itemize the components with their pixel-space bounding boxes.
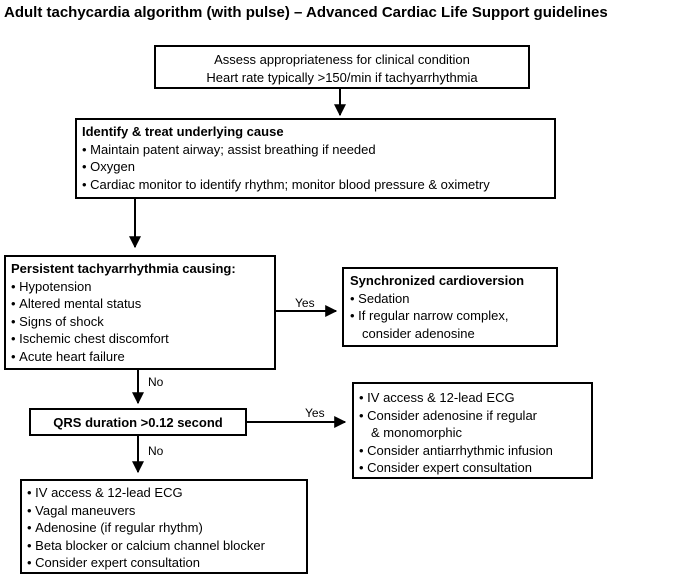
narrow-item: IV access & 12-lead ECG — [27, 484, 306, 502]
cardioversion-item-continuation: consider adenosine — [362, 325, 475, 341]
identify-item: Maintain patent airway; assist breathing… — [82, 141, 554, 159]
narrow-item: Consider expert consultation — [27, 554, 306, 572]
identify-heading: Identify & treat underlying cause — [82, 124, 284, 139]
no-label-persistent: No — [148, 375, 164, 389]
assess-line-2: Heart rate typically >150/min if tachyar… — [206, 69, 478, 85]
diagram-title: Adult tachycardia algorithm (with pulse)… — [4, 4, 608, 21]
narrow-complex-box: IV access & 12-lead ECG Vagal maneuvers … — [20, 479, 308, 574]
identify-box: Identify & treat underlying cause Mainta… — [75, 118, 556, 199]
assess-line-1: Assess appropriateness for clinical cond… — [214, 52, 470, 67]
yes-label-cardioversion: Yes — [295, 296, 315, 310]
persistent-item: Altered mental status — [11, 295, 274, 313]
cardioversion-item-text: If regular narrow complex, — [358, 308, 509, 323]
identify-item: Oxygen — [82, 158, 554, 176]
narrow-item: Beta blocker or calcium channel blocker — [27, 537, 306, 555]
persistent-item: Acute heart failure — [11, 348, 274, 366]
persistent-item: Ischemic chest discomfort — [11, 330, 274, 348]
cardioversion-box: Synchronized cardioversion Sedation If r… — [342, 267, 558, 347]
persistent-box: Persistent tachyarrhythmia causing: Hypo… — [4, 255, 276, 370]
wide-item: Consider expert consultation — [359, 459, 591, 477]
cardioversion-heading: Synchronized cardioversion — [350, 273, 525, 288]
identify-item: Cardiac monitor to identify rhythm; moni… — [82, 176, 554, 194]
wide-item: Consider antiarrhythmic infusion — [359, 442, 591, 460]
persistent-item: Signs of shock — [11, 313, 274, 331]
cardioversion-item: If regular narrow complex, — [350, 307, 556, 325]
yes-label-wide: Yes — [305, 406, 325, 420]
wide-item: Consider adenosine if regular — [359, 407, 591, 425]
assess-box: Assess appropriateness for clinical cond… — [154, 45, 530, 89]
persistent-heading: Persistent tachyarrhythmia causing: — [11, 261, 236, 276]
wide-complex-box: IV access & 12-lead ECG Consider adenosi… — [352, 382, 593, 479]
persistent-item: Hypotension — [11, 278, 274, 296]
no-label-qrs: No — [148, 444, 164, 458]
narrow-item: Vagal maneuvers — [27, 502, 306, 520]
qrs-label: QRS duration >0.12 second — [53, 415, 223, 430]
cardioversion-item: Sedation — [350, 290, 556, 308]
narrow-item: Adenosine (if regular rhythm) — [27, 519, 306, 537]
wide-item-continuation: & monomorphic — [371, 425, 463, 440]
qrs-box: QRS duration >0.12 second — [29, 408, 247, 436]
wide-item: IV access & 12-lead ECG — [359, 389, 591, 407]
